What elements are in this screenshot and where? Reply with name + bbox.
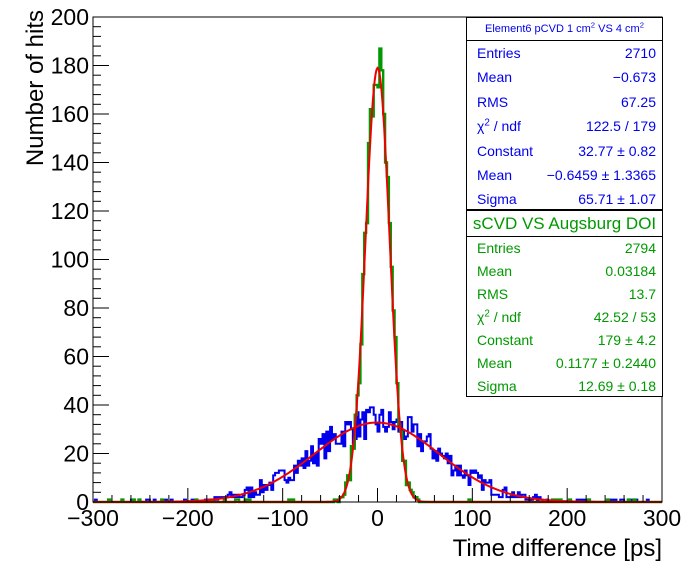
stats-title-mid: VS 4 cm: [595, 23, 640, 35]
stats-value: −0.673: [612, 69, 656, 86]
stats-value: 32.77 ± 0.82: [578, 142, 656, 159]
stats-title-sup-1: 2: [590, 20, 596, 30]
y-tick-label: 20: [63, 441, 89, 467]
stats-label: Sigma: [477, 191, 517, 208]
chi-symbol: χ: [477, 309, 485, 325]
stats-row-fit-mean: Mean 0.1177 ± 0.2440: [467, 352, 662, 375]
stats-label: Mean: [477, 166, 513, 183]
stats-row-rms: RMS 13.7: [467, 283, 662, 306]
stats-label: Sigma: [477, 378, 517, 394]
stats-label: χ2 / ndf: [477, 114, 521, 138]
stats-title-sup-2: 2: [639, 20, 644, 30]
stats-label: RMS: [477, 93, 509, 110]
y-tick-label: 160: [51, 101, 89, 127]
stats-row-constant: Constant 179 ± 4.2: [467, 329, 662, 352]
chi-symbol: χ: [477, 118, 485, 135]
y-tick-label: 0: [76, 489, 89, 515]
stats-row-rms: RMS 67.25: [467, 90, 662, 114]
stats-row-sigma: Sigma 12.69 ± 0.18: [467, 375, 662, 398]
stats-box-scvd: sCVD VS Augsburg DOI Entries 2794 Mean 0.0…: [466, 210, 663, 397]
y-tick-label: 60: [63, 344, 89, 370]
x-tick-label: 100: [453, 505, 491, 531]
chi-superscript: 2: [484, 308, 490, 320]
stats-value: 0.03184: [605, 263, 656, 279]
stats-row-constant: Constant 32.77 ± 0.82: [467, 139, 662, 163]
stats-value: 179 ± 4.2: [597, 332, 656, 348]
stats-value: 2710: [624, 45, 656, 61]
stats-value: 65.71 ± 1.07: [578, 191, 656, 208]
axes-layer: −300 −200 −100 0 100 200 300 0 20 40 60 80 100 120 140…: [51, 4, 682, 531]
stats-value: 67.25: [620, 93, 656, 110]
stats-label: Mean: [477, 69, 513, 86]
x-tick-label: −300: [67, 505, 119, 531]
stats-value: 2794: [624, 240, 656, 256]
stats-label: Constant: [477, 142, 534, 159]
stats-box-scvd-title: sCVD VS Augsburg DOI: [467, 211, 662, 237]
y-tick-label: 80: [63, 295, 89, 321]
x-tick-label: 200: [548, 505, 586, 531]
stats-box-pcvd-title: Element6 pCVD 1 cm2 VS 4 cm2: [467, 18, 662, 41]
x-tick-label: 300: [643, 505, 681, 531]
stats-value: 42.52 / 53: [593, 309, 656, 325]
x-tick-label: −100: [257, 505, 309, 531]
y-tick-label: 200: [51, 4, 89, 30]
stats-value: −0.6459 ± 1.3365: [546, 166, 656, 183]
stats-row-mean: Mean 0.03184: [467, 260, 662, 283]
stats-label: Constant: [477, 332, 534, 348]
stats-value: 12.69 ± 0.18: [578, 378, 656, 394]
stats-row-sigma: Sigma 65.71 ± 1.07: [467, 187, 662, 211]
stats-row-chi2: χ2 / ndf 42.52 / 53: [467, 306, 662, 329]
stats-title-prefix: Element6 pCVD 1 cm: [485, 23, 591, 35]
y-tick-label: 140: [51, 150, 89, 176]
stats-label: Mean: [477, 263, 513, 279]
stats-label: Entries: [477, 240, 521, 256]
stats-box-pcvd: Element6 pCVD 1 cm2 VS 4 cm2 Entries 2710…: [466, 17, 663, 210]
y-tick-label: 120: [51, 198, 89, 224]
stats-label: χ2 / ndf: [477, 306, 521, 329]
stats-row-mean: Mean −0.673: [467, 65, 662, 89]
stats-row-entries: Entries 2794: [467, 237, 662, 260]
stats-row-fit-mean: Mean −0.6459 ± 1.3365: [467, 163, 662, 187]
stats-value: 122.5 / 179: [585, 118, 656, 135]
stats-label: Mean: [477, 355, 513, 371]
x-axis-title: Time difference [ps]: [453, 535, 662, 562]
chi-ndf-text: / ndf: [489, 118, 521, 135]
chi-ndf-text: / ndf: [489, 309, 521, 325]
stats-label: RMS: [477, 286, 509, 302]
chi-superscript: 2: [484, 117, 490, 129]
y-axis-title: Number of hits: [22, 10, 49, 166]
x-tick-label: −200: [162, 505, 214, 531]
y-tick-label: 180: [51, 53, 89, 79]
stats-value: 0.1177 ± 0.2440: [555, 355, 656, 371]
stats-row-chi2: χ2 / ndf 122.5 / 179: [467, 114, 662, 138]
y-tick-label: 100: [51, 247, 89, 273]
y-tick-label: 40: [63, 392, 89, 418]
stats-value: 13.7: [628, 286, 656, 302]
stats-label: Entries: [477, 45, 521, 61]
x-tick-label: 0: [371, 505, 384, 531]
stats-row-entries: Entries 2710: [467, 41, 662, 65]
